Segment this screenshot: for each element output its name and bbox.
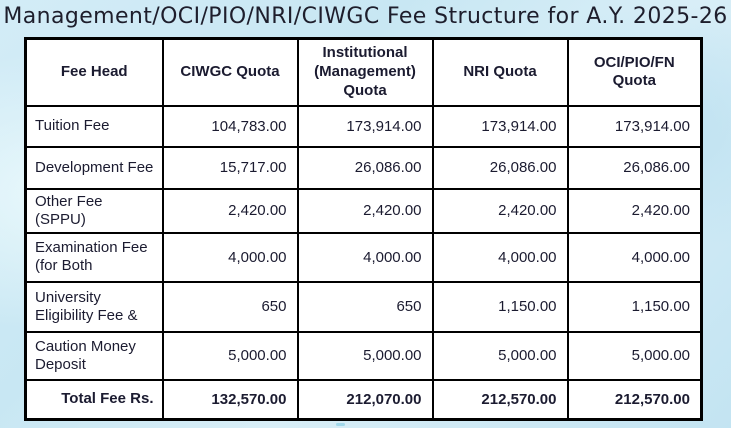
amount-cell: 650: [161, 280, 299, 333]
column-header-fee-head: Fee Head: [24, 37, 164, 107]
page-title: Management/OCI/PIO/NRI/CIWGC Fee Structu…: [3, 4, 728, 29]
amount-cell: 173,914.00: [566, 104, 703, 148]
amount-cell: 5,000.00: [566, 330, 703, 381]
total-amount-cell: 212,570.00: [566, 378, 703, 421]
amount-cell: 4,000.00: [161, 231, 299, 283]
amount-cell: 5,000.00: [431, 330, 569, 381]
amount-cell: 4,000.00: [566, 231, 703, 283]
column-header-institutional-quota: Institutional (Management) Quota: [296, 37, 434, 107]
fee-head-label: Other Fee (SPPU): [24, 187, 164, 234]
amount-cell: 650: [296, 280, 434, 333]
amount-cell: 26,086.00: [566, 145, 703, 190]
amount-cell: 5,000.00: [296, 330, 434, 381]
amount-cell: 2,420.00: [296, 187, 434, 234]
amount-cell: 26,086.00: [431, 145, 569, 190]
amount-cell: 104,783.00: [161, 104, 299, 148]
amount-cell: 4,000.00: [296, 231, 434, 283]
column-header-oci-pio-fn-quota: OCI/PIO/FN Quota: [566, 37, 703, 107]
amount-cell: 173,914.00: [296, 104, 434, 148]
table-row-examination-fee: Examination Fee (for Both 4,000.00 4,000…: [24, 231, 703, 283]
total-amount-cell: 132,570.00: [161, 378, 299, 421]
total-amount-cell: 212,070.00: [296, 378, 434, 421]
fee-head-label: Tuition Fee: [24, 104, 164, 148]
table-row-caution-money-deposit: Caution Money Deposit 5,000.00 5,000.00 …: [24, 330, 703, 381]
amount-cell: 2,420.00: [431, 187, 569, 234]
amount-cell: 2,420.00: [566, 187, 703, 234]
table-header-row: Fee Head CIWGC Quota Institutional (Mana…: [24, 37, 703, 107]
fee-head-label: Examination Fee (for Both: [24, 231, 164, 283]
amount-cell: 15,717.00: [161, 145, 299, 190]
amount-cell: 1,150.00: [431, 280, 569, 333]
fee-head-label: University Eligibility Fee &: [24, 280, 164, 333]
column-header-nri-quota: NRI Quota: [431, 37, 569, 107]
column-header-ciwgc-quota: CIWGC Quota: [161, 37, 299, 107]
amount-cell: 173,914.00: [431, 104, 569, 148]
amount-cell: 26,086.00: [296, 145, 434, 190]
table-row-tuition-fee: Tuition Fee 104,783.00 173,914.00 173,91…: [24, 104, 703, 148]
fee-structure-table: Fee Head CIWGC Quota Institutional (Mana…: [24, 37, 703, 421]
total-amount-cell: 212,570.00: [431, 378, 569, 421]
table-row-other-fee-sppu: Other Fee (SPPU) 2,420.00 2,420.00 2,420…: [24, 187, 703, 234]
fee-head-label: Caution Money Deposit: [24, 330, 164, 381]
table-row-university-eligibility-fee: University Eligibility Fee & 650 650 1,1…: [24, 280, 703, 333]
decorative-bottom-mark: [336, 423, 345, 426]
amount-cell: 2,420.00: [161, 187, 299, 234]
amount-cell: 5,000.00: [161, 330, 299, 381]
amount-cell: 4,000.00: [431, 231, 569, 283]
amount-cell: 1,150.00: [566, 280, 703, 333]
table-row-development-fee: Development Fee 15,717.00 26,086.00 26,0…: [24, 145, 703, 190]
fee-head-label: Development Fee: [24, 145, 164, 190]
table-row-total-fee: Total Fee Rs. 132,570.00 212,070.00 212,…: [24, 378, 703, 421]
total-fee-label: Total Fee Rs.: [24, 378, 164, 421]
